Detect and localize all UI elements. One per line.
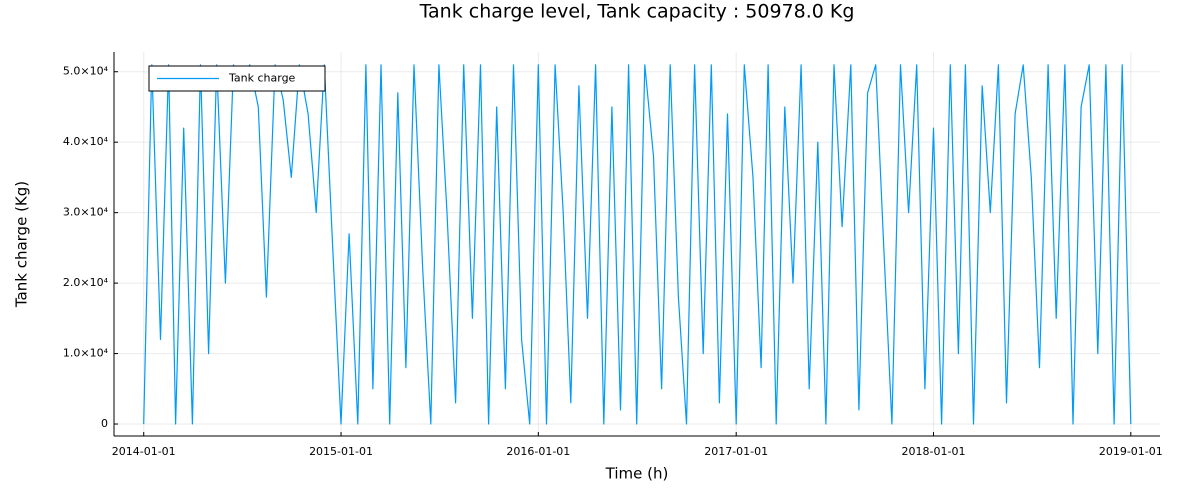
x-tick-label: 2016-01-01 (506, 445, 570, 458)
y-tick-label: 2.0×10⁴ (63, 276, 109, 289)
x-tick-label: 2017-01-01 (704, 445, 768, 458)
x-tick-label: 2018-01-01 (902, 445, 966, 458)
x-tick-label: 2014-01-01 (112, 445, 176, 458)
y-tick-label: 1.0×10⁴ (63, 347, 109, 360)
y-axis-label: Tank charge (Kg) (13, 181, 31, 308)
chart-title: Tank charge level, Tank capacity : 50978… (419, 1, 855, 23)
legend-label: Tank charge (228, 72, 296, 85)
x-tick-label: 2019-01-01 (1099, 445, 1163, 458)
x-tick-label: 2015-01-01 (309, 445, 373, 458)
series-line (143, 64, 1132, 425)
y-tick-label: 0 (101, 417, 108, 430)
y-tick-label: 5.0×10⁴ (63, 65, 109, 78)
y-tick-label: 3.0×10⁴ (63, 206, 109, 219)
x-axis-label: Time (h) (605, 465, 669, 483)
y-tick-label: 4.0×10⁴ (63, 135, 109, 148)
